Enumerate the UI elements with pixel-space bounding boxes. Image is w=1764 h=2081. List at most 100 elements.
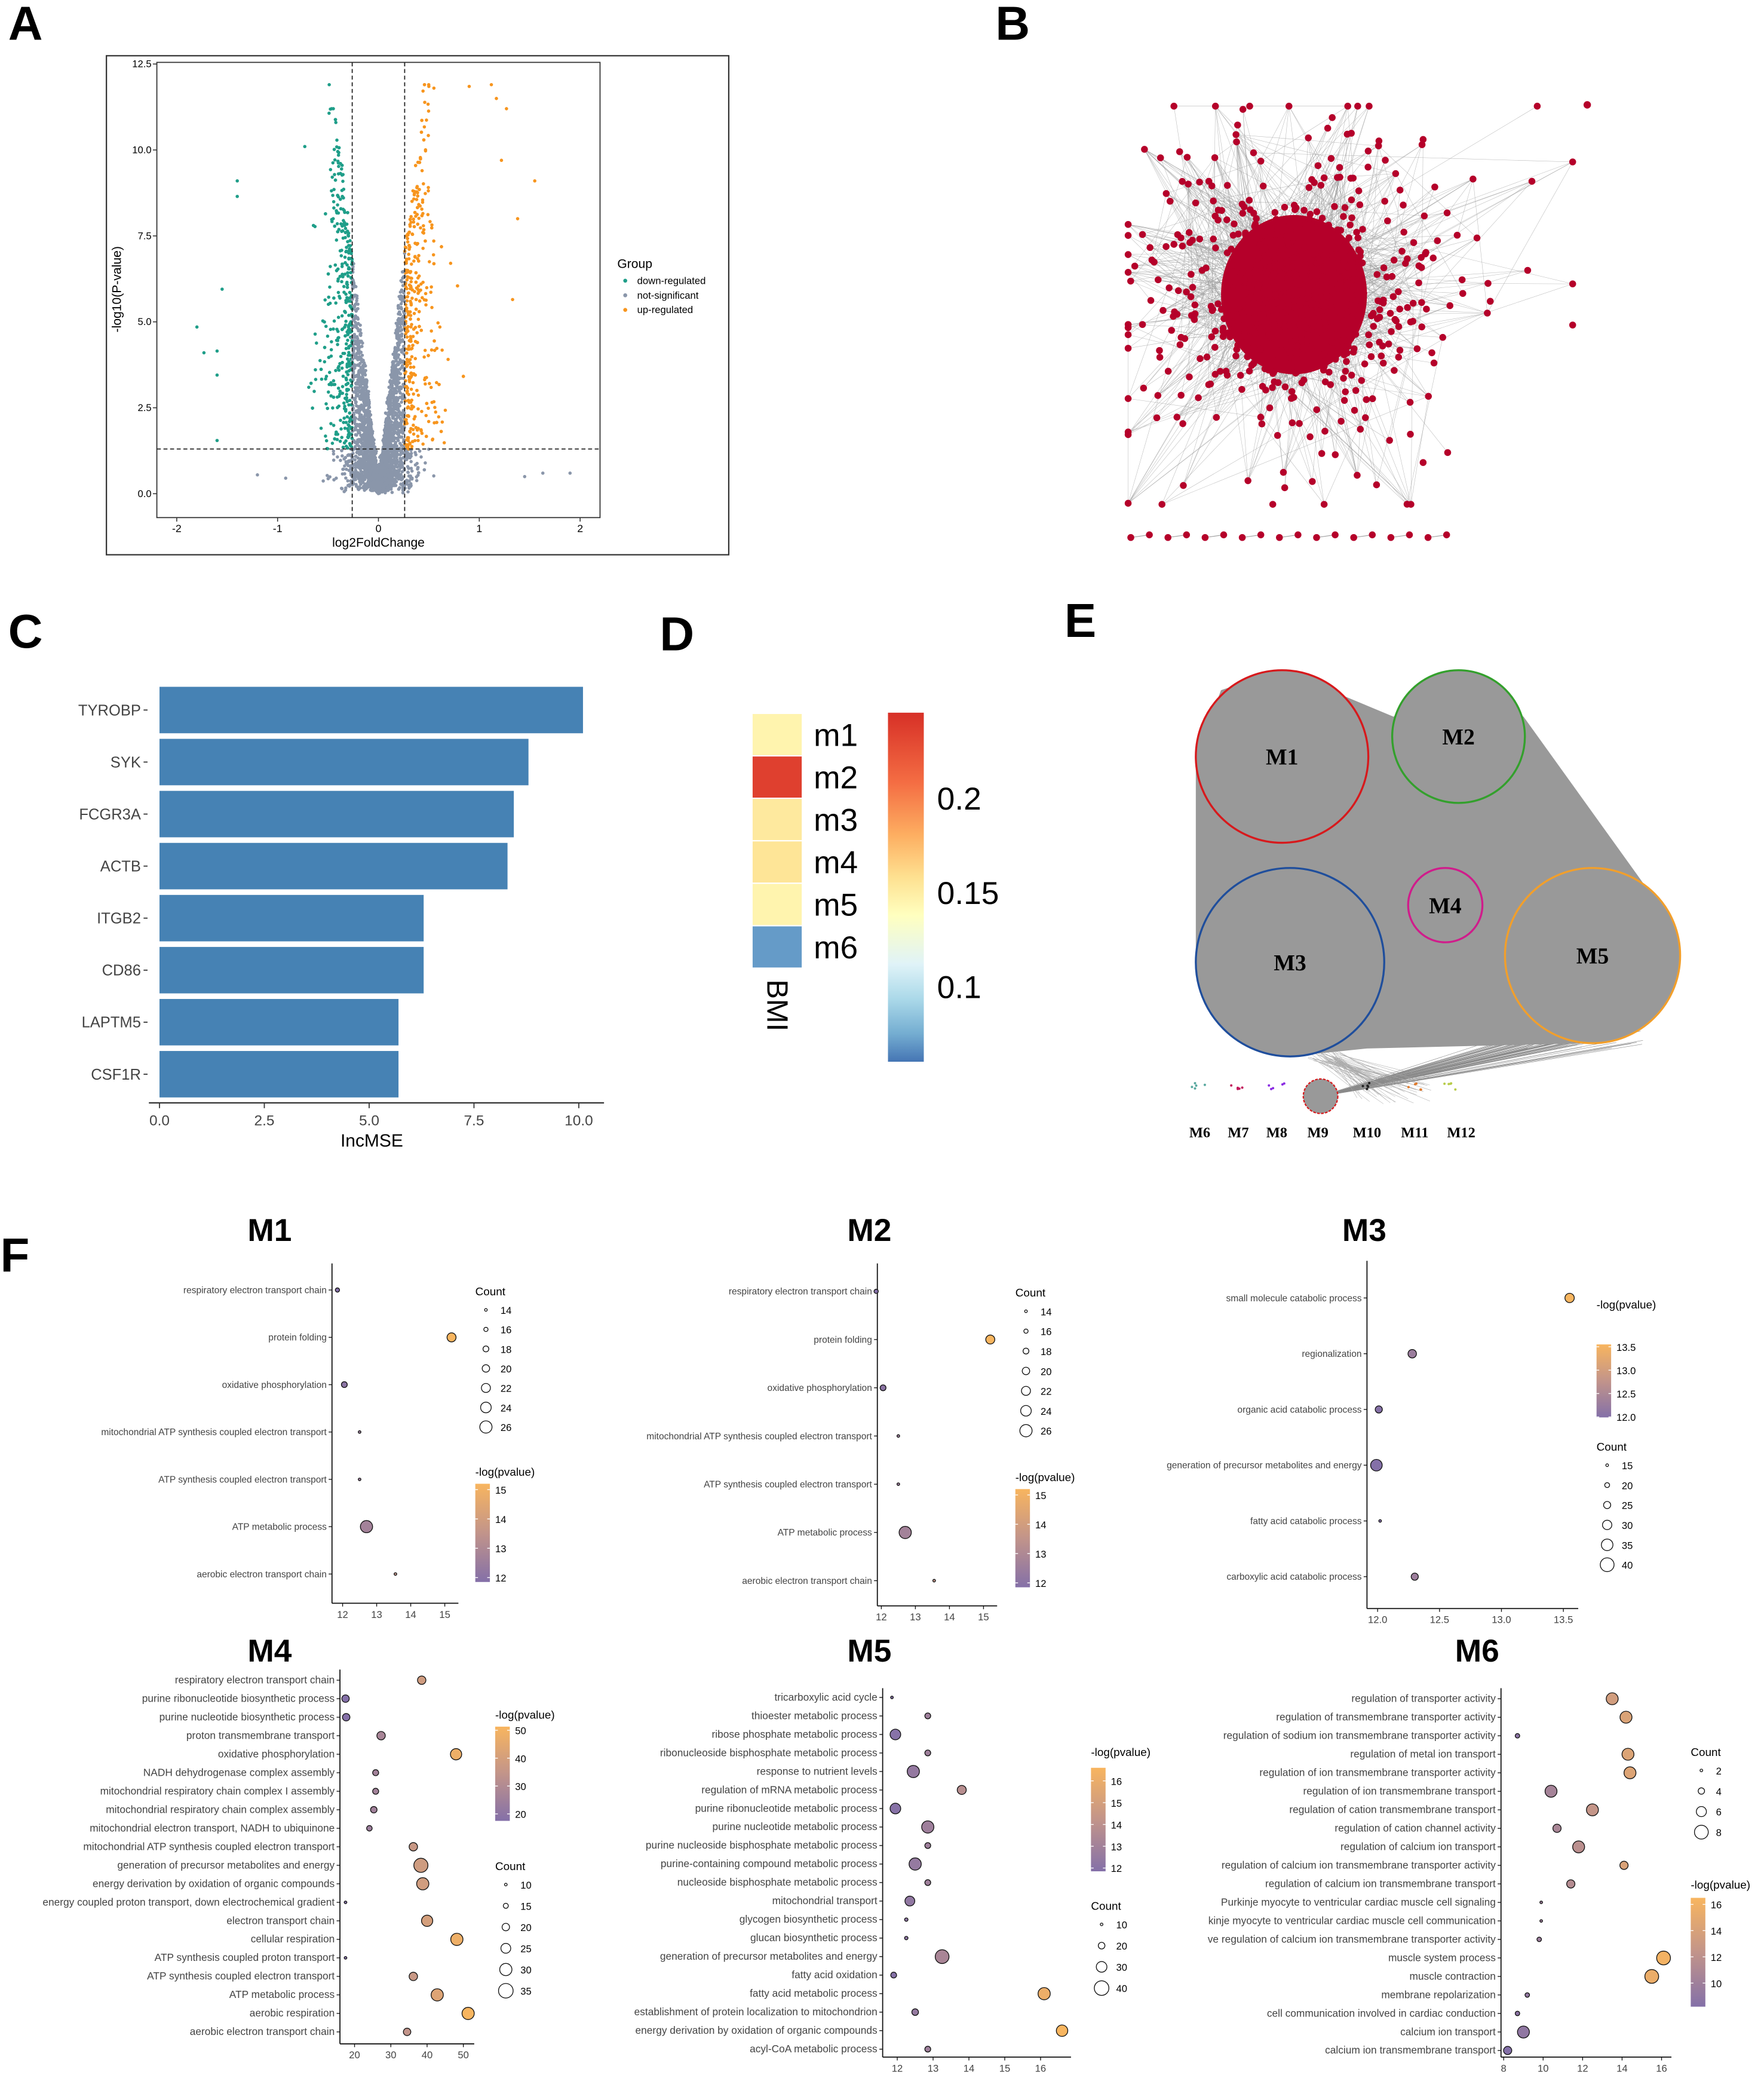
data-point-not-significant (359, 427, 363, 431)
data-point-up-regulated (406, 232, 410, 236)
data-point-down-regulated (340, 280, 343, 284)
data-point-down-regulated (335, 269, 339, 272)
data-point-up-regulated (411, 344, 415, 347)
data-point-not-significant (400, 419, 403, 423)
data-point-up-regulated (412, 365, 416, 369)
data-point-not-significant (358, 439, 362, 442)
data-point-up-regulated (413, 164, 418, 167)
data-point-up-regulated (449, 261, 453, 265)
data-point-up-regulated (412, 311, 416, 315)
data-point-down-regulated (332, 424, 336, 427)
data-point-up-regulated (431, 253, 435, 257)
data-point-not-significant (352, 446, 357, 450)
data-point-not-significant (353, 458, 357, 462)
data-point-not-significant (372, 462, 376, 466)
data-point-up-regulated (418, 161, 422, 164)
data-point-not-significant (364, 470, 369, 474)
data-point-down-regulated (334, 369, 338, 372)
data-point-up-regulated (421, 89, 425, 93)
data-point-down-regulated (327, 355, 331, 359)
data-point-up-regulated (421, 442, 425, 446)
data-point-down-regulated (324, 375, 329, 378)
data-point-up-regulated (432, 239, 435, 243)
data-point-down-regulated (336, 315, 340, 319)
panel-label-c: C (8, 605, 43, 658)
data-point-not-significant (400, 280, 404, 284)
data-point-up-regulated (423, 100, 427, 105)
data-point-not-significant (401, 284, 405, 287)
data-point-down-regulated (326, 406, 329, 410)
data-point-up-regulated (437, 382, 441, 387)
data-point-up-regulated (427, 406, 430, 410)
data-point-down-regulated (332, 206, 336, 210)
data-point-up-regulated (425, 118, 428, 122)
data-point-up-regulated (419, 157, 422, 161)
data-point-up-regulated (428, 260, 431, 263)
data-point-not-significant (359, 482, 363, 486)
data-point-down-regulated (215, 373, 219, 377)
data-point-not-significant (395, 331, 400, 335)
data-point-down-regulated (344, 439, 348, 443)
data-point-down-regulated (326, 390, 330, 394)
data-point-down-regulated (348, 419, 351, 424)
data-point-not-significant (360, 470, 364, 474)
y-tick-label: 0.0 (138, 488, 152, 499)
x-axis-label: log2FoldChange (332, 536, 425, 550)
data-point-up-regulated (410, 355, 414, 358)
data-point-up-regulated (420, 214, 424, 217)
data-point-down-regulated (323, 345, 327, 350)
data-point-down-regulated (345, 378, 348, 382)
data-point-not-significant (415, 461, 419, 465)
data-point-not-significant (400, 428, 404, 431)
data-point-up-regulated (421, 200, 425, 204)
data-point-up-regulated (416, 407, 420, 411)
panel-label-f: F (0, 1228, 29, 1282)
data-point-down-regulated (348, 353, 352, 357)
data-point-up-regulated (430, 285, 433, 289)
data-point-up-regulated (412, 225, 416, 229)
data-point-not-significant (357, 390, 361, 394)
data-point-not-significant (394, 464, 398, 468)
data-point-not-significant (364, 467, 368, 470)
data-point-down-regulated (326, 272, 330, 276)
data-point-not-significant (378, 470, 381, 473)
data-point-up-regulated (428, 382, 431, 385)
data-point-up-regulated (419, 130, 424, 134)
data-point-up-regulated (405, 278, 409, 282)
data-point-not-significant (377, 491, 381, 494)
y-tick-label: 10.0 (132, 145, 151, 156)
data-point-down-regulated (344, 301, 348, 305)
data-point-down-regulated (336, 230, 340, 234)
data-point-not-significant (346, 479, 349, 483)
data-point-not-significant (358, 333, 362, 336)
data-point-not-significant (419, 455, 423, 459)
data-point-not-significant (385, 416, 389, 421)
data-point-not-significant (357, 351, 361, 355)
data-point-down-regulated (337, 364, 340, 369)
data-point-not-significant (396, 327, 400, 331)
data-point-not-significant (357, 341, 361, 345)
data-point-not-significant (384, 437, 387, 442)
data-point-up-regulated (418, 324, 421, 329)
data-point-down-regulated (313, 332, 317, 336)
data-point-down-regulated (338, 296, 342, 300)
data-point-not-significant (399, 376, 403, 380)
data-point-not-significant (379, 453, 384, 457)
data-point-up-regulated (419, 329, 424, 332)
data-point-down-regulated (329, 168, 333, 171)
data-point-up-regulated (424, 434, 428, 439)
data-point-not-significant (360, 344, 364, 348)
data-point-not-significant (256, 473, 259, 477)
data-point-not-significant (384, 477, 387, 482)
data-point-not-significant (409, 482, 413, 486)
data-point-down-regulated (326, 334, 330, 338)
data-point-up-regulated (461, 375, 465, 378)
data-point-up-regulated (410, 232, 414, 236)
data-point-up-regulated (407, 252, 410, 256)
data-point-not-significant (398, 442, 402, 445)
data-point-up-regulated (427, 354, 430, 357)
data-point-down-regulated (329, 348, 333, 352)
data-point-up-regulated (422, 82, 427, 87)
data-point-not-significant (332, 452, 336, 456)
data-point-not-significant (386, 427, 391, 431)
